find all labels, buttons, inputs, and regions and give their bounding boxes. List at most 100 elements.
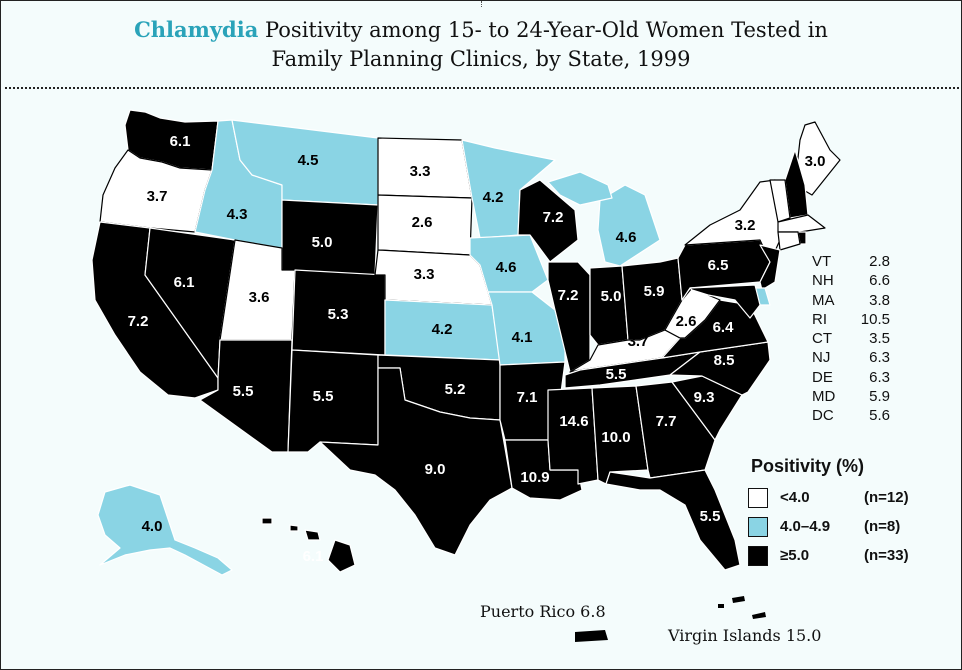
state-value-MO: 4.1 [512,329,533,346]
state-value-CO: 5.3 [328,306,349,323]
small-state-value: 3.8 [869,291,890,309]
state-value-MN: 4.2 [483,189,504,206]
state-AK [97,484,233,576]
state-value-OH: 5.9 [644,283,665,300]
legend-item-mid: 4.0–4.9 (n=8) [748,512,909,541]
state-value-IN: 5.0 [601,288,622,305]
legend-label: ≥5.0 [780,547,810,564]
small-state-row-VT: VT 2.8 [812,252,890,271]
small-state-value: 6.3 [869,349,890,367]
state-value-OK: 5.2 [445,381,466,398]
state-value-NM: 5.5 [313,388,334,405]
small-state-abbr: NJ [812,349,831,367]
state-value-AZ: 5.5 [233,383,254,400]
legend-count: (n=33) [864,547,909,564]
small-state-value: 2.8 [869,253,890,270]
state-IN [589,265,629,346]
state-value-FL: 5.5 [700,508,721,525]
top-tick [481,1,482,7]
state-value-AK: 4.0 [142,518,163,535]
small-state-abbr: DE [812,368,833,386]
state-value-VA: 6.4 [713,319,735,336]
state-WI [517,179,579,263]
state-value-IA: 4.6 [496,259,517,276]
puerto-rico-label: Puerto Rico 6.8 [480,602,606,621]
small-state-row-DE: DE 6.3 [812,368,890,387]
state-MA [777,214,826,233]
title-line2: Family Planning Clinics, by State, 1999 [271,47,691,71]
legend-item-low: <4.0 (n=12) [748,483,909,512]
state-MS [547,387,599,485]
state-value-GA: 7.7 [656,413,677,430]
state-value-MS: 14.6 [559,413,588,430]
state-MI [597,184,661,267]
state-value-CA: 7.2 [128,313,149,330]
state-value-MI: 4.6 [616,229,637,246]
small-state-row-CT: CT 3.5 [812,329,890,348]
small-state-abbr: VT [812,253,832,270]
legend: Positivity (%) <4.0 (n=12) 4.0–4.9 (n=8) ≥5.… [748,456,909,570]
state-value-KS: 4.2 [432,321,453,338]
state-value-NE: 3.3 [414,266,435,283]
state-VT [769,179,791,223]
legend-label: <4.0 [780,489,810,506]
state-value-WV: 2.6 [676,313,697,330]
small-state-value: 5.9 [869,388,890,406]
state-value-NY: 3.2 [735,217,756,234]
small-state-value: 3.5 [869,330,890,348]
legend-swatch [748,545,768,566]
state-value-ME: 3.0 [805,153,826,170]
small-state-value: 6.3 [869,368,890,386]
state-value-MT: 4.5 [298,152,319,169]
state-value-WY: 5.0 [312,234,333,251]
state-value-LA: 10.9 [520,469,549,486]
title-divider [5,87,959,89]
state-MI-UP [547,171,613,206]
small-state-abbr: MA [812,291,835,309]
state-CT [777,231,801,251]
state-value-TN: 5.5 [606,366,627,383]
state-ME [794,121,841,196]
legend-count: (n=12) [864,489,909,506]
title-line1: Positivity among 15- to 24-Year-Old Wome… [258,18,828,42]
small-state-row-MD: MD 5.9 [812,387,890,406]
state-value-SC: 9.3 [694,389,715,406]
legend-swatch [748,516,768,537]
small-state-value: 5.6 [869,407,890,425]
state-MO [487,291,566,366]
small-state-value: 10.5 [860,310,890,328]
legend-title: Positivity (%) [751,456,865,476]
legend-count: (n=8) [864,518,901,535]
legend-item-high: ≥5.0 (n=33) [748,541,909,570]
puerto-rico-shape [575,630,608,642]
state-value-OR: 3.7 [147,188,168,205]
small-state-row-DC: DC 5.6 [812,406,890,425]
virgin-islands-shape [718,596,766,619]
page-title: Chlamydia Positivity among 15- to 24-Yea… [1,15,961,74]
state-value-NV: 6.1 [174,274,195,291]
state-FL [605,469,741,571]
small-state-abbr: NH [812,272,834,290]
small-states-list: VT 2.8 NH 6.6 MA 3.8 RI 10.5 CT 3.5 NJ 6.3 DE 6.3 MD 5.… [812,252,890,426]
small-state-row-NH: NH 6.6 [812,271,890,290]
legend-swatch [748,487,768,508]
state-value-IL: 7.2 [558,287,579,304]
state-value-HI: 6.1 [303,548,324,565]
state-TX [319,367,513,556]
legend-label: 4.0–4.9 [780,518,831,535]
state-HI [261,517,356,573]
state-value-UT: 3.6 [249,289,270,306]
state-value-AR: 7.1 [517,389,538,406]
state-value-WI: 7.2 [543,209,564,226]
small-state-row-RI: RI 10.5 [812,310,890,329]
small-state-abbr: DC [812,407,834,425]
virgin-islands-label: Virgin Islands 15.0 [668,626,822,645]
small-state-abbr: RI [812,310,827,328]
state-value-NC: 8.5 [714,352,735,369]
state-value-SD: 2.6 [412,214,433,231]
small-state-abbr: MD [812,388,836,406]
state-value-ND: 3.3 [410,163,431,180]
small-state-row-NJ: NJ 6.3 [812,348,890,367]
state-value-KY: 3.7 [628,333,649,350]
